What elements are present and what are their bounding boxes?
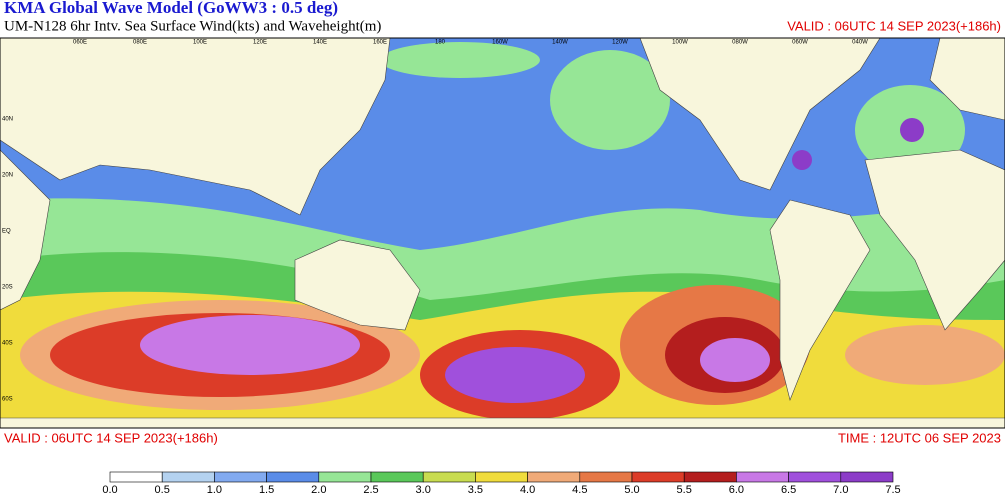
colorbar-swatch [475, 471, 528, 483]
colorbar-label: 4.5 [572, 484, 587, 496]
wave-zone [140, 315, 360, 375]
colorbar: 0.0 0.5 1.0 1.5 2.0 2.5 3.0 3.5 4.0 4.5 5.0 5.5 6.0 6… [102, 471, 901, 496]
lon-label: 160E [373, 40, 387, 46]
lon-label: 060E [73, 40, 87, 46]
colorbar-swatch [579, 471, 633, 483]
colorbar-swatch [422, 471, 476, 483]
lon-label: 080E [133, 40, 147, 46]
wave-zone [380, 42, 540, 78]
wave-zone [900, 118, 924, 142]
colorbar-label: 0.5 [155, 484, 170, 496]
land-south-america [769, 199, 871, 401]
geo-labels: 060E 080E 100E 120E 140E 160E 180 160W 140W 120W 1… [2, 40, 868, 403]
lat-label: 20S [2, 285, 13, 291]
land-antarctica [0, 417, 1005, 429]
lat-label: 20N [2, 173, 13, 179]
lon-label: 040W [852, 40, 868, 46]
title: KMA Global Wave Model (GoWW3 : 0.5 deg) [4, 0, 338, 17]
lon-label: 140E [313, 40, 327, 46]
land-asia [0, 37, 391, 216]
wave-zone [550, 50, 670, 150]
lon-label: 060W [792, 40, 808, 46]
colorbar-swatch [266, 471, 320, 483]
valid-time: VALID : 06UTC 14 SEP 2023(+186h) [787, 18, 1001, 33]
lon-label: 160W [492, 40, 508, 46]
lon-label: 180 [435, 40, 446, 46]
map-frame [0, 37, 1005, 429]
colorbar-label: 1.5 [259, 484, 274, 496]
lon-label: 100E [193, 40, 207, 46]
land-africa [864, 149, 1005, 331]
land-north-america [639, 37, 881, 191]
valid-time: VALID : 06UTC 14 SEP 2023(+186h) [4, 430, 218, 445]
lon-label: 100W [672, 40, 688, 46]
colorbar-label: 0.0 [102, 484, 117, 496]
colorbar-swatch [736, 471, 789, 483]
subtitle: UM-N128 6hr Intv. Sea Surface Wind(kts) … [4, 18, 381, 34]
colorbar-swatch [318, 471, 372, 483]
lon-label: 120W [612, 40, 628, 46]
colorbar-label: 6.5 [781, 484, 796, 496]
lat-label: 40N [2, 117, 13, 123]
colorbar-label: 3.5 [468, 484, 483, 496]
init-time: TIME : 12UTC 06 SEP 2023 [838, 430, 1001, 445]
wave-zone [445, 347, 585, 403]
lon-label: 140W [552, 40, 568, 46]
lat-label: 40S [2, 341, 13, 347]
colorbar-swatch [631, 471, 685, 483]
colorbar-label: 1.0 [207, 484, 222, 496]
lon-label: 120E [253, 40, 267, 46]
colorbar-label: 2.5 [363, 484, 378, 496]
wave-zone [792, 150, 812, 170]
colorbar-label: 2.0 [311, 484, 326, 496]
colorbar-swatch [683, 471, 737, 483]
colorbar-label: 5.0 [624, 484, 639, 496]
land-australia [294, 239, 421, 331]
colorbar-swatch [840, 471, 894, 483]
wave-zone [845, 325, 1005, 385]
colorbar-swatch [109, 471, 163, 483]
lon-label: 080W [732, 40, 748, 46]
lat-label: EQ [2, 229, 11, 235]
colorbar-swatch [161, 471, 215, 483]
colorbar-label: 6.0 [729, 484, 744, 496]
wave-zone [700, 338, 770, 382]
colorbar-swatch [788, 471, 842, 483]
colorbar-swatch [214, 471, 267, 483]
colorbar-label: 7.0 [833, 484, 848, 496]
colorbar-label: 7.5 [885, 484, 900, 496]
map [0, 37, 1005, 429]
colorbar-label: 5.5 [677, 484, 692, 496]
colorbar-label: 3.0 [416, 484, 431, 496]
lat-label: 60S [2, 397, 13, 403]
colorbar-label: 4.0 [520, 484, 535, 496]
colorbar-swatch [370, 471, 424, 483]
colorbar-swatch [527, 471, 581, 483]
land-africa-east [0, 149, 51, 311]
